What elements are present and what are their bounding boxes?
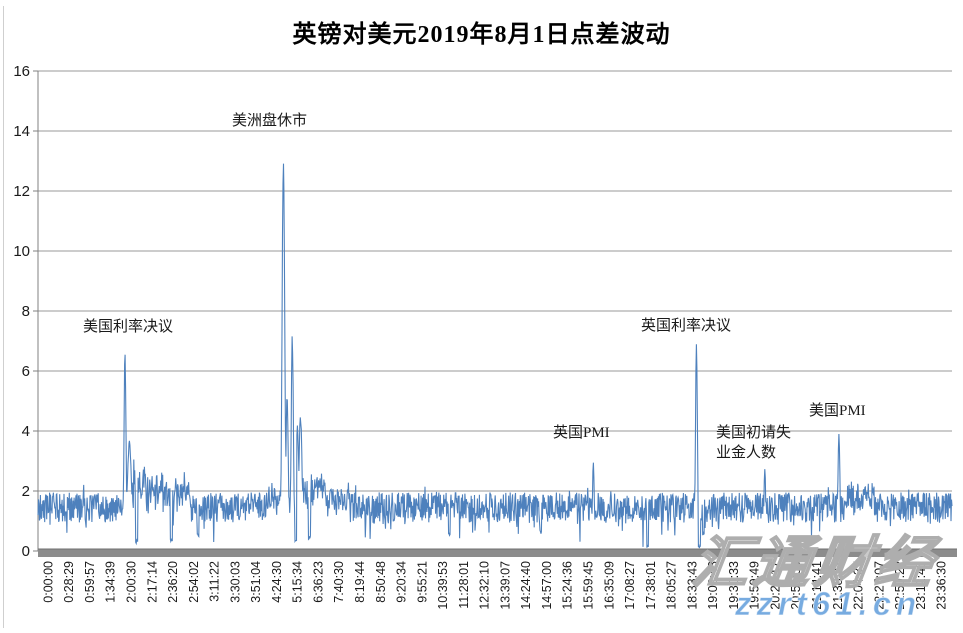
svg-text:0:28:29: 0:28:29 <box>62 561 76 603</box>
annotation-uk-rate-decision: 英国利率决议 <box>641 318 732 334</box>
svg-text:22:04:37: 22:04:37 <box>852 561 866 610</box>
svg-text:19:02:43: 19:02:43 <box>706 561 720 610</box>
annotation-americas-market-closed: 美洲盘休市 <box>232 113 308 129</box>
x-axis-labels: 0:00:00 0:28:29 0:59:57 1:34:39 2:00:30 2:17:… <box>41 561 948 610</box>
svg-text:5:15:34: 5:15:34 <box>291 561 305 603</box>
svg-text:19:30:33: 19:30:33 <box>727 561 741 610</box>
svg-text:2:17:14: 2:17:14 <box>145 561 159 603</box>
svg-text:2: 2 <box>22 483 30 500</box>
svg-text:18:33:43: 18:33:43 <box>685 561 699 610</box>
svg-text:16:35:09: 16:35:09 <box>602 561 616 610</box>
svg-text:9:55:21: 9:55:21 <box>415 561 429 603</box>
svg-text:20:51:06: 20:51:06 <box>789 561 803 610</box>
svg-text:2:54:02: 2:54:02 <box>187 561 201 603</box>
svg-text:12:32:10: 12:32:10 <box>478 561 492 610</box>
svg-text:15:59:45: 15:59:45 <box>582 561 596 610</box>
svg-text:8:19:44: 8:19:44 <box>353 561 367 603</box>
svg-text:3:11:22: 3:11:22 <box>208 561 222 602</box>
svg-text:22:50:22: 22:50:22 <box>893 561 907 610</box>
svg-text:21:14:41: 21:14:41 <box>810 561 824 610</box>
svg-text:9:20:34: 9:20:34 <box>395 561 409 603</box>
svg-text:3:30:03: 3:30:03 <box>228 561 242 603</box>
svg-text:0: 0 <box>22 543 30 560</box>
annotation-uk-pmi: 英国PMI <box>553 425 610 441</box>
svg-text:20:24:17: 20:24:17 <box>768 561 782 610</box>
svg-text:2:00:30: 2:00:30 <box>125 561 139 603</box>
svg-text:2:36:20: 2:36:20 <box>166 561 180 603</box>
svg-text:16: 16 <box>13 63 30 80</box>
svg-text:8:50:48: 8:50:48 <box>374 561 388 603</box>
svg-text:1:34:39: 1:34:39 <box>104 561 118 603</box>
svg-text:12: 12 <box>13 183 30 200</box>
svg-text:19:59:49: 19:59:49 <box>748 561 762 610</box>
svg-text:14:24:40: 14:24:40 <box>519 561 533 610</box>
svg-text:0:00:00: 0:00:00 <box>41 561 55 603</box>
svg-text:23:36:30: 23:36:30 <box>935 561 949 610</box>
svg-text:15:24:36: 15:24:36 <box>561 561 575 610</box>
svg-text:4: 4 <box>22 423 30 440</box>
svg-text:10:39:53: 10:39:53 <box>436 561 450 610</box>
svg-text:11:28:01: 11:28:01 <box>457 561 471 609</box>
y-gridlines <box>38 70 952 492</box>
svg-text:14: 14 <box>13 123 30 140</box>
annotation-us-pmi: 美国PMI <box>809 403 866 419</box>
annotation-us-rate-decision: 美国利率决议 <box>83 319 174 335</box>
svg-text:7:40:30: 7:40:30 <box>332 561 346 603</box>
svg-text:13:39:07: 13:39:07 <box>498 561 512 610</box>
svg-text:14:57:00: 14:57:00 <box>540 561 554 610</box>
annotation-us-jobless-claims: 美国初请失业金人数 <box>716 425 792 462</box>
x-axis-bar <box>38 548 957 557</box>
chart-title: 英镑对美元2019年8月1日点差波动 <box>292 22 671 48</box>
svg-text:17:38:01: 17:38:01 <box>644 561 658 610</box>
svg-text:18:05:27: 18:05:27 <box>665 561 679 610</box>
svg-text:17:08:27: 17:08:27 <box>623 561 637 610</box>
y-axis: 0 2 4 6 8 10 12 14 16 <box>13 63 39 560</box>
svg-text:4:24:30: 4:24:30 <box>270 561 284 603</box>
svg-text:8: 8 <box>22 303 30 320</box>
svg-text:23:12:45: 23:12:45 <box>914 561 928 610</box>
svg-text:3:51:04: 3:51:04 <box>249 561 263 603</box>
svg-text:22:27:07: 22:27:07 <box>872 561 886 610</box>
svg-text:21:38:32: 21:38:32 <box>831 561 845 610</box>
svg-text:6:36:23: 6:36:23 <box>311 561 325 603</box>
series-line <box>37 163 953 549</box>
image-border <box>3 6 4 628</box>
svg-text:10: 10 <box>13 243 30 260</box>
svg-text:6: 6 <box>22 363 30 380</box>
watermark-url: zzrt61.cn <box>734 585 922 623</box>
svg-text:0:59:57: 0:59:57 <box>83 561 97 603</box>
